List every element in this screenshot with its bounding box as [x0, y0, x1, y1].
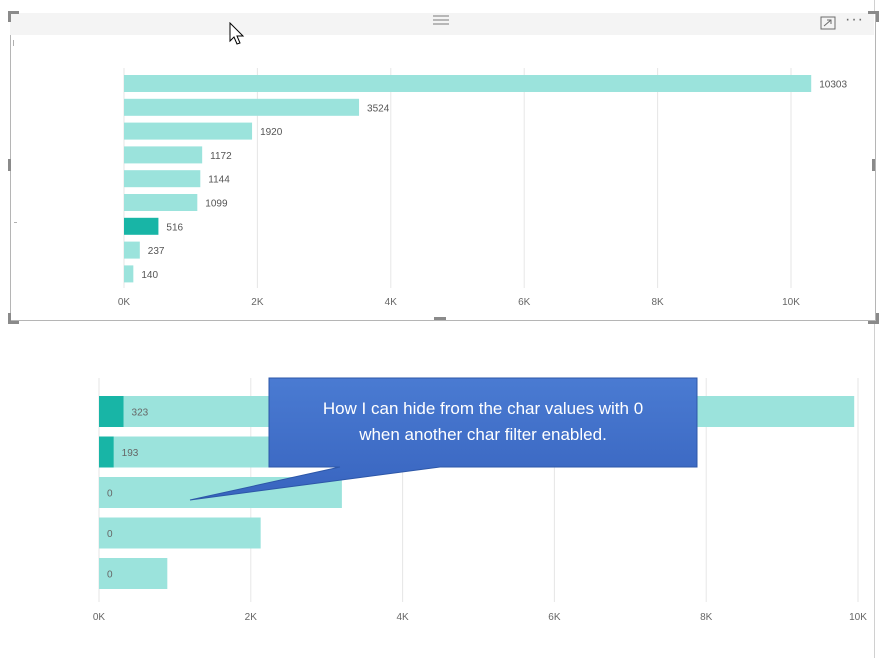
- callout-balloon: [189, 377, 698, 501]
- bar: [124, 194, 198, 211]
- callout-line-1: How I can hide from the char values with…: [322, 399, 644, 418]
- x-tick-label: 4K: [396, 612, 409, 623]
- x-tick-label: 8K: [651, 297, 664, 308]
- drag-grip-icon[interactable]: [432, 14, 450, 26]
- more-options-icon[interactable]: ···: [845, 11, 864, 28]
- data-label: 1144: [208, 175, 230, 186]
- data-label: 140: [141, 270, 158, 281]
- data-label: 3524: [367, 103, 390, 114]
- bar-total: [99, 558, 168, 589]
- bar: [124, 122, 253, 140]
- x-tick-label: 2K: [245, 612, 258, 623]
- data-label: 10303: [819, 80, 847, 91]
- axis-stub-mark: [14, 222, 17, 223]
- resize-handle-bottom-right[interactable]: [868, 313, 879, 324]
- data-label: 0: [107, 489, 113, 500]
- resize-handle-top-right[interactable]: [868, 11, 879, 22]
- x-tick-label: 6K: [548, 612, 561, 623]
- bar: [124, 146, 203, 164]
- x-tick-label: 6K: [518, 297, 531, 308]
- data-label: 323: [132, 408, 149, 419]
- axis-stub-mark: [13, 40, 17, 46]
- top-bar-chart: 0K 2K 4K 6K 8K 10K 10303 3524 1920 1172 1144 1099 51…: [118, 68, 847, 308]
- data-label: 237: [148, 246, 165, 257]
- x-tick-label: 0K: [93, 612, 106, 623]
- data-label: 516: [166, 222, 183, 233]
- mouse-cursor-icon: [229, 22, 245, 45]
- resize-handle-right[interactable]: [872, 159, 875, 171]
- x-tick-label: 10K: [849, 612, 867, 623]
- x-tick-label: 8K: [700, 612, 713, 623]
- canvas-edge-line: [874, 0, 875, 658]
- callout-text: How I can hide from the char values with…: [270, 396, 696, 448]
- x-tick-label: 10K: [782, 297, 800, 308]
- x-tick-label: 0K: [118, 297, 131, 308]
- bar: [124, 217, 159, 235]
- data-label: 193: [122, 448, 139, 459]
- x-tick-label: 2K: [251, 297, 264, 308]
- bar: [124, 98, 360, 116]
- resize-handle-left[interactable]: [8, 159, 11, 171]
- resize-handle-bottom[interactable]: [434, 317, 446, 320]
- bar-total: [99, 517, 261, 549]
- bar-filtered: [99, 396, 124, 427]
- bar: [124, 241, 140, 259]
- callout-line-2: when another char filter enabled.: [359, 425, 607, 444]
- data-label: 1920: [260, 127, 283, 138]
- bar: [124, 265, 134, 283]
- bar-filtered: [99, 436, 114, 468]
- bar: [124, 75, 812, 92]
- data-label: 1099: [205, 199, 228, 210]
- bar: [124, 170, 201, 188]
- resize-handle-bottom-left[interactable]: [8, 313, 19, 324]
- data-label: 0: [107, 570, 113, 581]
- data-label: 0: [107, 529, 113, 540]
- resize-handle-top-left[interactable]: [8, 11, 19, 22]
- data-label: 1172: [210, 151, 232, 162]
- focus-mode-icon[interactable]: [820, 16, 836, 30]
- top-visual-frame[interactable]: [10, 13, 876, 321]
- x-tick-label: 4K: [385, 297, 398, 308]
